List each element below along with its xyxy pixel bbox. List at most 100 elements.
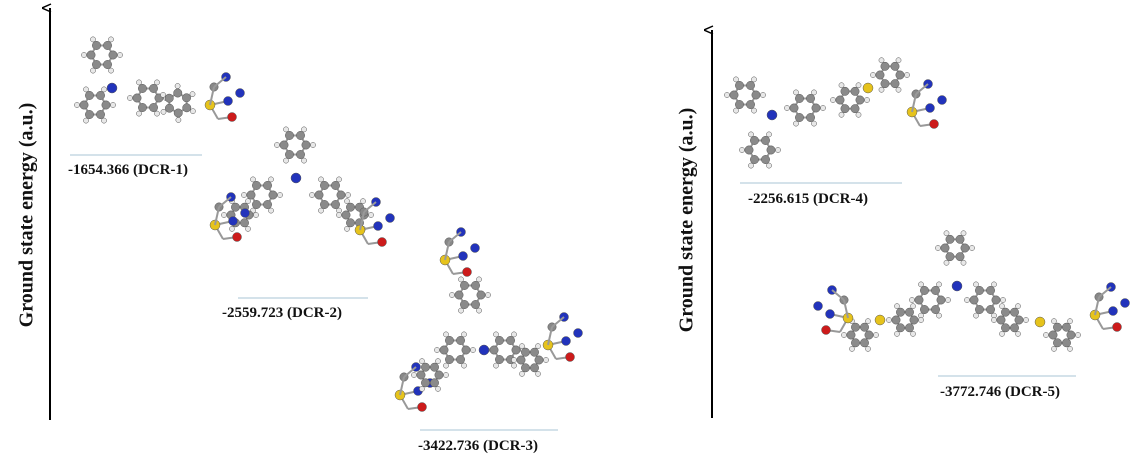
atom	[991, 317, 997, 323]
atom	[880, 79, 890, 89]
atom	[766, 162, 772, 169]
atom	[960, 243, 970, 253]
atom	[263, 200, 272, 209]
atom	[806, 113, 815, 122]
atom	[1051, 346, 1057, 352]
atom	[495, 336, 504, 345]
atom	[274, 142, 280, 148]
atom	[813, 301, 823, 311]
atom	[229, 226, 235, 232]
atom	[870, 72, 876, 78]
atom	[910, 303, 916, 309]
atom	[83, 117, 89, 124]
bond	[209, 86, 215, 106]
atom	[360, 198, 366, 204]
atom	[470, 347, 476, 353]
atom	[880, 61, 890, 71]
atom	[1048, 330, 1058, 340]
atom	[101, 100, 111, 110]
atom	[925, 103, 935, 113]
atom	[874, 314, 886, 326]
atom	[909, 315, 919, 325]
atom	[456, 355, 465, 364]
atom	[793, 89, 799, 96]
atom	[751, 107, 757, 114]
atom	[476, 276, 482, 283]
atom	[748, 131, 754, 138]
atom	[154, 110, 160, 117]
atom	[864, 330, 874, 340]
atom	[127, 95, 133, 101]
atom	[373, 221, 383, 231]
atom	[165, 103, 174, 113]
atom	[806, 94, 815, 103]
atom	[840, 104, 850, 114]
atom	[221, 212, 227, 218]
atom	[90, 67, 96, 74]
atom	[914, 295, 924, 305]
atom	[840, 86, 850, 96]
atom	[439, 345, 449, 355]
bond	[831, 289, 845, 301]
atom	[252, 181, 261, 190]
atom	[910, 331, 916, 337]
atom	[784, 105, 790, 111]
atom	[103, 41, 112, 50]
atom	[443, 331, 449, 338]
atom	[132, 93, 142, 103]
atom	[241, 192, 247, 198]
atom	[850, 86, 860, 96]
atom	[495, 355, 504, 364]
atom	[896, 307, 905, 317]
atom	[760, 92, 766, 98]
atom	[986, 305, 995, 314]
level-label: -2559.723 (DCR-2)	[222, 305, 342, 321]
bond	[214, 206, 220, 226]
atom	[795, 94, 804, 103]
atom	[416, 370, 426, 380]
bond	[1098, 286, 1112, 298]
atom	[851, 338, 860, 348]
atom	[458, 276, 464, 283]
atom	[766, 109, 778, 121]
atom	[456, 336, 465, 345]
atom	[83, 86, 89, 93]
atom	[920, 286, 929, 295]
atom	[739, 147, 745, 153]
atom	[929, 119, 939, 129]
atom	[1015, 331, 1021, 337]
axis-label: Ground state energy (a.u.)	[676, 108, 698, 333]
atom	[875, 70, 885, 80]
bond	[213, 76, 227, 88]
atom	[519, 371, 525, 377]
atom	[1014, 315, 1024, 325]
atom	[945, 252, 955, 262]
atom	[235, 88, 245, 98]
atom	[746, 81, 755, 90]
atom	[849, 346, 855, 352]
bond	[843, 299, 849, 319]
atom	[996, 315, 1006, 325]
atom	[838, 82, 845, 89]
atom	[421, 378, 430, 388]
atom	[955, 252, 965, 262]
atom	[462, 267, 472, 277]
atom	[175, 117, 182, 123]
atom	[493, 331, 499, 338]
atom	[103, 60, 112, 69]
atom	[320, 181, 329, 190]
bond	[448, 231, 462, 243]
atom	[173, 108, 183, 118]
atom	[460, 281, 469, 290]
atom	[850, 104, 860, 114]
atom	[896, 323, 905, 333]
atom	[1015, 303, 1021, 309]
atom	[470, 243, 480, 253]
atom	[729, 90, 739, 100]
atom	[894, 303, 900, 309]
atom	[860, 338, 869, 348]
atom	[331, 200, 340, 209]
atom	[385, 213, 395, 223]
atom	[878, 86, 885, 93]
